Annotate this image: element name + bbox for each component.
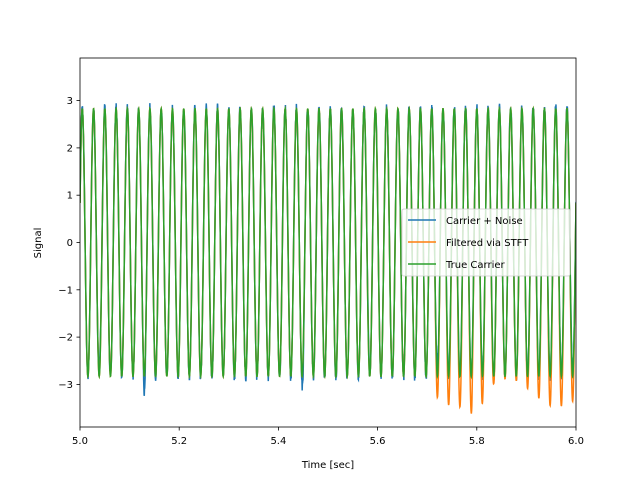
y-tick-label: 3 bbox=[67, 96, 73, 107]
x-tick-label: 5.6 bbox=[370, 436, 386, 447]
legend-label-carrier-noise: Carrier + Noise bbox=[446, 216, 523, 227]
y-tick-label: 2 bbox=[67, 143, 73, 154]
y-tick-label: −2 bbox=[58, 333, 73, 344]
y-tick-label: −1 bbox=[58, 285, 73, 296]
x-tick-label: 6.0 bbox=[568, 436, 584, 447]
y-tick-label: 1 bbox=[67, 191, 73, 202]
legend-box bbox=[401, 208, 571, 277]
x-axis-label: Time [sec] bbox=[301, 460, 354, 471]
legend: Carrier + Noise Filtered via STFT True C… bbox=[401, 208, 571, 277]
series-layer bbox=[80, 103, 576, 414]
y-axis: −3 −2 −1 0 1 2 3 bbox=[58, 96, 80, 391]
x-tick-label: 5.4 bbox=[270, 436, 286, 447]
legend-label-true-carrier: True Carrier bbox=[445, 260, 506, 271]
y-tick-label: −3 bbox=[58, 380, 73, 391]
x-axis: 5.0 5.2 5.4 5.6 5.8 6.0 bbox=[72, 427, 584, 447]
x-tick-label: 5.8 bbox=[469, 436, 485, 447]
y-tick-label: 0 bbox=[67, 238, 73, 249]
x-tick-label: 5.2 bbox=[171, 436, 187, 447]
legend-label-filtered: Filtered via STFT bbox=[446, 238, 529, 249]
y-axis-label: Signal bbox=[33, 228, 44, 259]
series-line-true-carrier bbox=[80, 105, 576, 380]
x-tick-label: 5.0 bbox=[72, 436, 88, 447]
